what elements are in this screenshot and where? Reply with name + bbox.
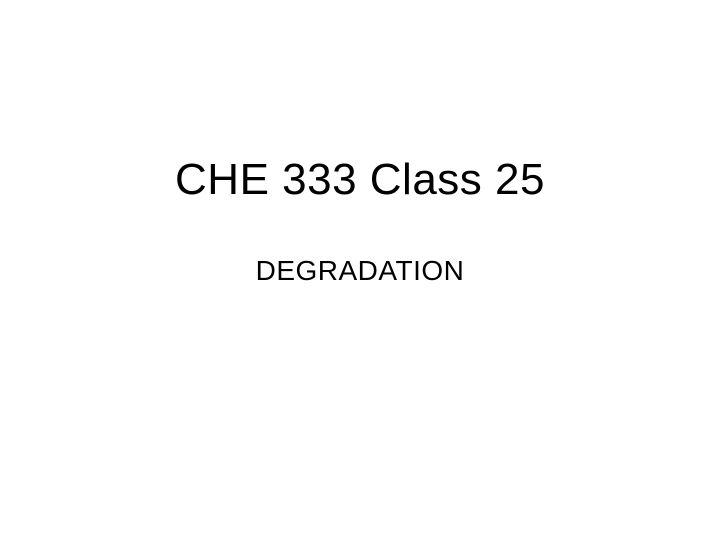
slide-title: CHE 333 Class 25 xyxy=(175,155,545,205)
slide-container: CHE 333 Class 25 DEGRADATION xyxy=(0,0,720,540)
slide-subtitle: DEGRADATION xyxy=(256,255,465,287)
